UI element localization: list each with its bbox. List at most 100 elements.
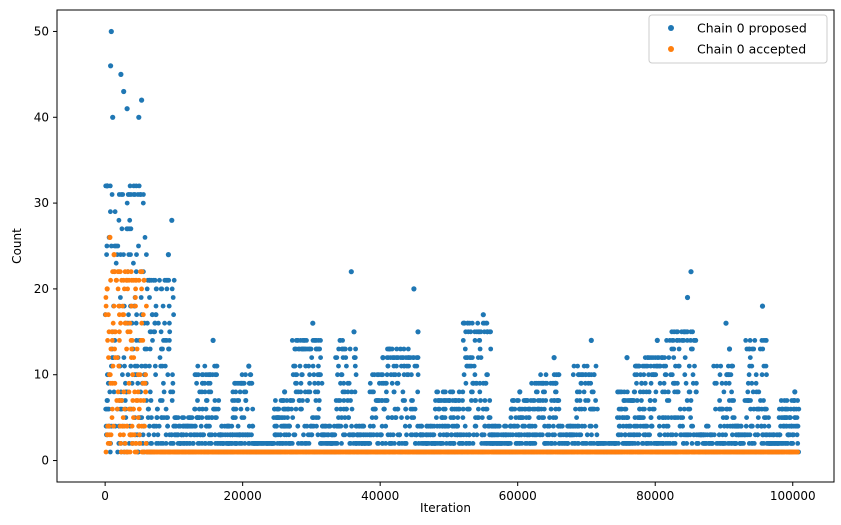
data-point (306, 363, 312, 369)
data-point (573, 406, 578, 412)
x-tick-label: 100000 (770, 489, 816, 503)
data-point (547, 415, 552, 420)
data-point (110, 363, 116, 369)
data-point (447, 398, 452, 403)
data-point (440, 441, 446, 446)
data-point (593, 363, 599, 369)
data-point (476, 406, 481, 412)
data-point (143, 372, 149, 378)
data-point (472, 398, 478, 403)
data-point (484, 320, 490, 326)
data-point (342, 346, 348, 352)
data-point (795, 398, 800, 403)
data-point (113, 277, 119, 283)
data-point (313, 398, 319, 403)
data-point (292, 432, 298, 438)
data-point (112, 346, 117, 352)
data-point (795, 423, 801, 429)
data-point (468, 329, 474, 335)
data-point (300, 398, 305, 403)
data-point (166, 277, 172, 283)
data-point (623, 406, 629, 412)
data-point (138, 295, 144, 300)
outlier-point (108, 63, 114, 69)
data-point (170, 441, 176, 446)
data-point (415, 355, 421, 360)
data-point (748, 398, 753, 403)
data-point (243, 389, 249, 395)
data-point (103, 449, 109, 455)
data-point (541, 415, 546, 420)
outlier-point (654, 337, 660, 343)
data-point (293, 406, 299, 412)
data-point (166, 303, 172, 309)
data-point (195, 372, 201, 378)
data-point (717, 398, 722, 403)
data-point (695, 441, 701, 446)
data-point (437, 432, 443, 438)
data-point (741, 441, 746, 446)
data-point (729, 389, 734, 395)
outlier-point (588, 337, 594, 343)
data-point (167, 338, 172, 343)
data-point (142, 235, 148, 240)
data-point (161, 389, 167, 395)
data-point (127, 329, 133, 335)
data-point (689, 441, 695, 446)
data-point (644, 423, 650, 429)
data-point (130, 372, 136, 378)
data-point (116, 363, 122, 369)
outlier-point (165, 252, 171, 258)
data-point (525, 398, 530, 403)
data-point (344, 363, 349, 369)
data-point (122, 363, 127, 369)
data-point (723, 380, 729, 386)
data-point (199, 415, 205, 420)
data-point (591, 372, 597, 378)
data-point (777, 432, 783, 438)
data-point (338, 423, 344, 429)
data-point (112, 209, 118, 215)
data-point (556, 406, 562, 412)
data-point (334, 406, 340, 412)
data-point (684, 338, 690, 343)
data-point (127, 449, 133, 455)
data-point (316, 398, 322, 403)
data-point (169, 398, 175, 403)
data-point (165, 423, 171, 429)
data-point (127, 320, 133, 326)
data-point (208, 441, 214, 446)
data-point (200, 406, 205, 412)
data-point (153, 372, 159, 378)
legend-label-accepted: Chain 0 accepted (697, 42, 806, 57)
data-point (276, 406, 282, 412)
data-point (406, 363, 411, 369)
data-point (796, 406, 802, 412)
data-point (475, 320, 481, 326)
data-point (553, 389, 559, 395)
data-point (389, 346, 395, 352)
data-point (588, 423, 594, 429)
data-point (455, 423, 461, 429)
data-point (104, 243, 110, 249)
data-point (133, 269, 139, 275)
data-point (478, 355, 484, 360)
x-tick-label: 80000 (636, 489, 674, 503)
data-point (449, 432, 454, 438)
data-point (165, 415, 171, 420)
data-point (578, 432, 584, 438)
data-point (315, 389, 321, 395)
data-point (144, 346, 150, 352)
data-point (335, 372, 340, 378)
data-point (376, 441, 381, 446)
data-point (336, 346, 342, 352)
data-point (134, 363, 140, 369)
data-point (731, 398, 736, 403)
data-point (309, 355, 315, 360)
data-point (636, 363, 642, 369)
data-point (646, 389, 652, 395)
data-point (136, 406, 142, 412)
data-point (690, 372, 696, 378)
data-point (384, 380, 389, 386)
data-point (462, 423, 468, 429)
